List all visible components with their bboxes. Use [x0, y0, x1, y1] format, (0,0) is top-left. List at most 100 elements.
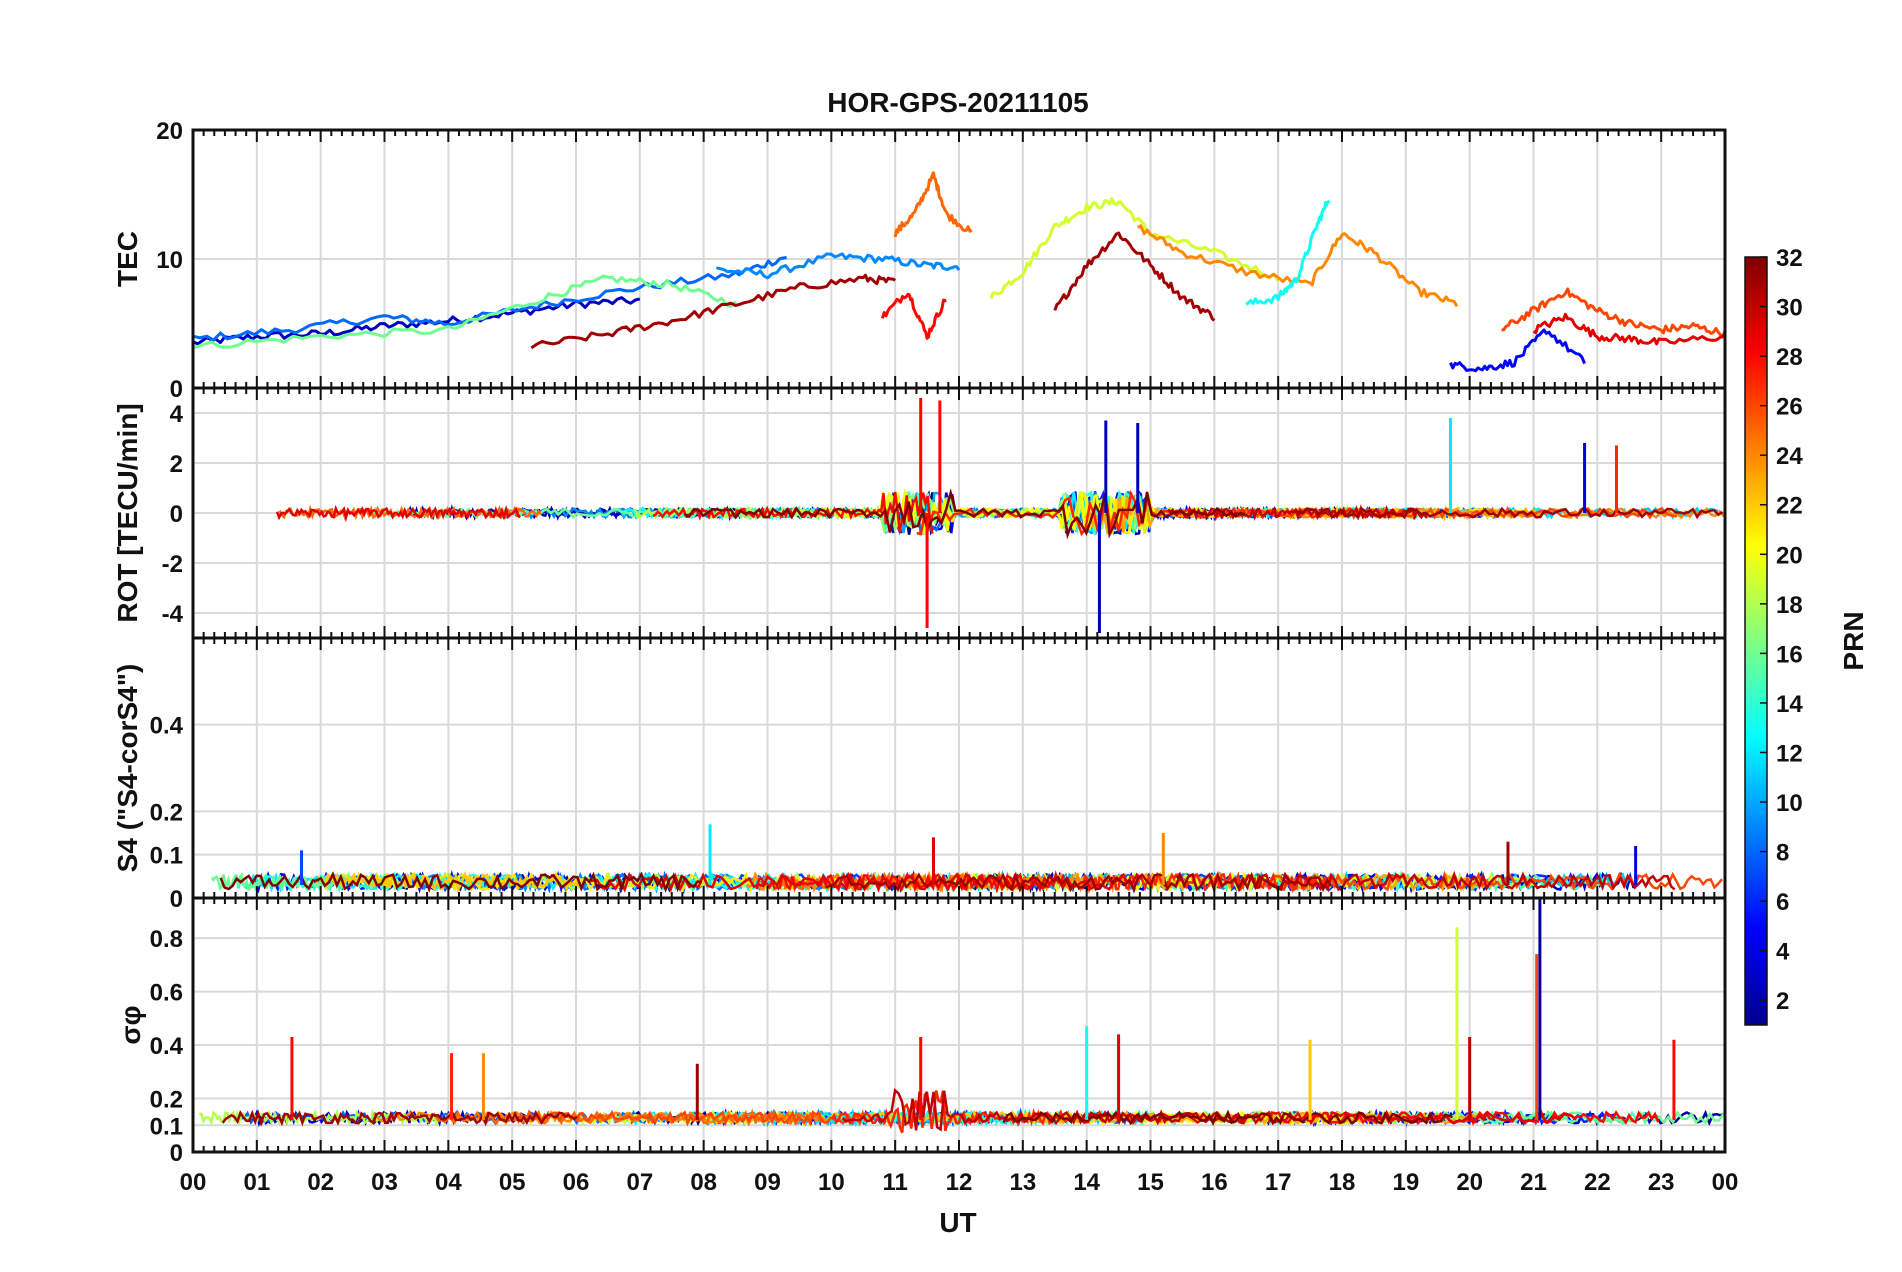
series-line-prn-13: [1245, 199, 1331, 306]
x-tick-label: 14: [1073, 1169, 1100, 1196]
x-tick-label: 05: [499, 1169, 526, 1196]
y-axis-label: TEC: [112, 231, 143, 287]
series-line-prn-22: [313, 870, 582, 894]
y-tick-label: 4: [170, 401, 184, 428]
x-tick-label: 11: [882, 1169, 907, 1196]
y-tick-label: 0.1: [150, 843, 183, 870]
y-tick-label: -4: [162, 601, 184, 628]
series-line-prn-32: [1002, 1109, 1453, 1127]
x-tick-labels: 00 01 02 03 04 05 06 07 08 09 10 11 12 13 14 15 16 17 18 19…: [180, 1169, 1739, 1196]
x-tick-label: 04: [435, 1169, 462, 1196]
y-tick-label: 0.2: [150, 799, 183, 826]
series-line-prn-30: [1239, 870, 1676, 892]
colorbar-tick-label: 18: [1776, 592, 1803, 619]
y-tick-label: 0.2: [150, 1087, 183, 1114]
colorbar-tick-label: 22: [1776, 493, 1803, 520]
x-tick-label: 06: [563, 1169, 590, 1196]
x-tick-label: 01: [243, 1169, 270, 1196]
y-tick-label: 0: [170, 501, 183, 528]
x-tick-label: 10: [818, 1169, 845, 1196]
x-tick-label: 15: [1137, 1169, 1164, 1196]
x-tick-label: 22: [1584, 1169, 1611, 1196]
colorbar-tick-label: 26: [1776, 394, 1803, 421]
colorbar-tick-label: 16: [1776, 641, 1803, 668]
y-tick-label: 0.4: [150, 1033, 184, 1060]
y-tick-label: 0: [170, 376, 183, 403]
y-axis-label: ROT [TECU/min]: [112, 403, 143, 622]
series-line-prn-28: [880, 292, 947, 340]
x-tick-label: 23: [1648, 1169, 1675, 1196]
x-tick-label: 00: [1712, 1169, 1739, 1196]
colorbar-tick-label: 6: [1776, 889, 1789, 916]
series-line-prn-5: [1449, 328, 1586, 373]
series-line-prn-29: [275, 504, 521, 523]
y-tick-label: 20: [156, 118, 183, 145]
x-tick-label: 21: [1520, 1169, 1547, 1196]
colorbar-tick-label: 32: [1776, 245, 1803, 272]
y-tick-label: 0: [170, 886, 183, 913]
colorbar-tick-label: 24: [1776, 443, 1803, 470]
series-line-prn-29: [587, 871, 1143, 893]
series-line-prn-26: [1214, 506, 1678, 520]
x-tick-label: 07: [626, 1169, 653, 1196]
colorbar-tick-label: 10: [1776, 790, 1803, 817]
x-tick-label: 18: [1329, 1169, 1356, 1196]
y-tick-label: 0.8: [150, 926, 183, 953]
colorbar-tick-label: 28: [1776, 344, 1803, 371]
panel-ROT: -4 -2 0 2 4 ROT [TECU/min]: [112, 386, 1727, 640]
x-tick-label: 00: [180, 1169, 207, 1196]
y-tick-label: 10: [156, 247, 183, 274]
series-line-prn-19: [989, 197, 1280, 299]
x-tick-label: 03: [371, 1169, 398, 1196]
series-line-prn-31: [530, 273, 896, 350]
series-line-prn-24: [1136, 224, 1459, 308]
series-line-prn-25: [779, 870, 1036, 894]
y-tick-label: -2: [162, 551, 183, 578]
x-tick-label: 19: [1392, 1169, 1419, 1196]
colorbar-tick-label: 12: [1776, 740, 1803, 767]
panel-sigma_phi: 00.10.2 0.4 0.6 0.8 σφ: [115, 896, 1727, 1167]
panel-S4: 0 0.1 0.2 0.4 S4 ("S4-corS4"): [112, 636, 1727, 913]
x-tick-label: 13: [1009, 1169, 1036, 1196]
series-line-prn-31: [1053, 231, 1216, 322]
colorbar-tick-label: 2: [1776, 988, 1789, 1015]
colorbar-tick-label: 20: [1776, 542, 1803, 569]
colorbar-tick-label: 8: [1776, 840, 1789, 867]
x-tick-label: 17: [1265, 1169, 1292, 1196]
x-tick-label: 02: [307, 1169, 334, 1196]
x-tick-label: 12: [946, 1169, 973, 1196]
x-tick-label: 16: [1201, 1169, 1228, 1196]
series-line-prn-30: [1167, 504, 1429, 522]
series-line-prn-29: [1532, 312, 1726, 346]
series-line-prn-32: [683, 488, 1246, 540]
series-line-prn-3: [192, 296, 641, 346]
colorbar-gradient: [1744, 256, 1768, 1026]
x-tick-label: 08: [690, 1169, 717, 1196]
y-tick-label: 0: [170, 1140, 183, 1167]
series-line-prn-5: [251, 870, 640, 894]
y-axis-label: S4 ("S4-corS4"): [112, 664, 143, 873]
y-tick-label: 2: [170, 451, 183, 478]
series-line-prn-31: [825, 871, 1333, 893]
series-line-prn-31: [1293, 506, 1724, 520]
series-line-prn-26: [1501, 287, 1727, 339]
chart-title: HOR-GPS-20211105: [827, 87, 1089, 118]
y-tick-label: 0.4: [150, 713, 184, 740]
series-line-prn-16: [192, 274, 737, 350]
colorbar-tick-label: 14: [1776, 691, 1803, 718]
series-line-prn-25: [893, 171, 973, 238]
x-tick-label: 20: [1456, 1169, 1483, 1196]
y-tick-label: 0.6: [150, 980, 183, 1007]
axes-frame: [191, 896, 1727, 1154]
colorbar-tick-label: 30: [1776, 295, 1803, 322]
x-axis-label: UT: [939, 1207, 976, 1238]
y-tick-label: 0.1: [150, 1113, 183, 1140]
series-line-prn-26: [1265, 870, 1724, 894]
y-axis-label: σφ: [115, 1005, 146, 1044]
colorbar-tick-label: 4: [1776, 939, 1790, 966]
series-line-prn-9: [716, 252, 961, 280]
